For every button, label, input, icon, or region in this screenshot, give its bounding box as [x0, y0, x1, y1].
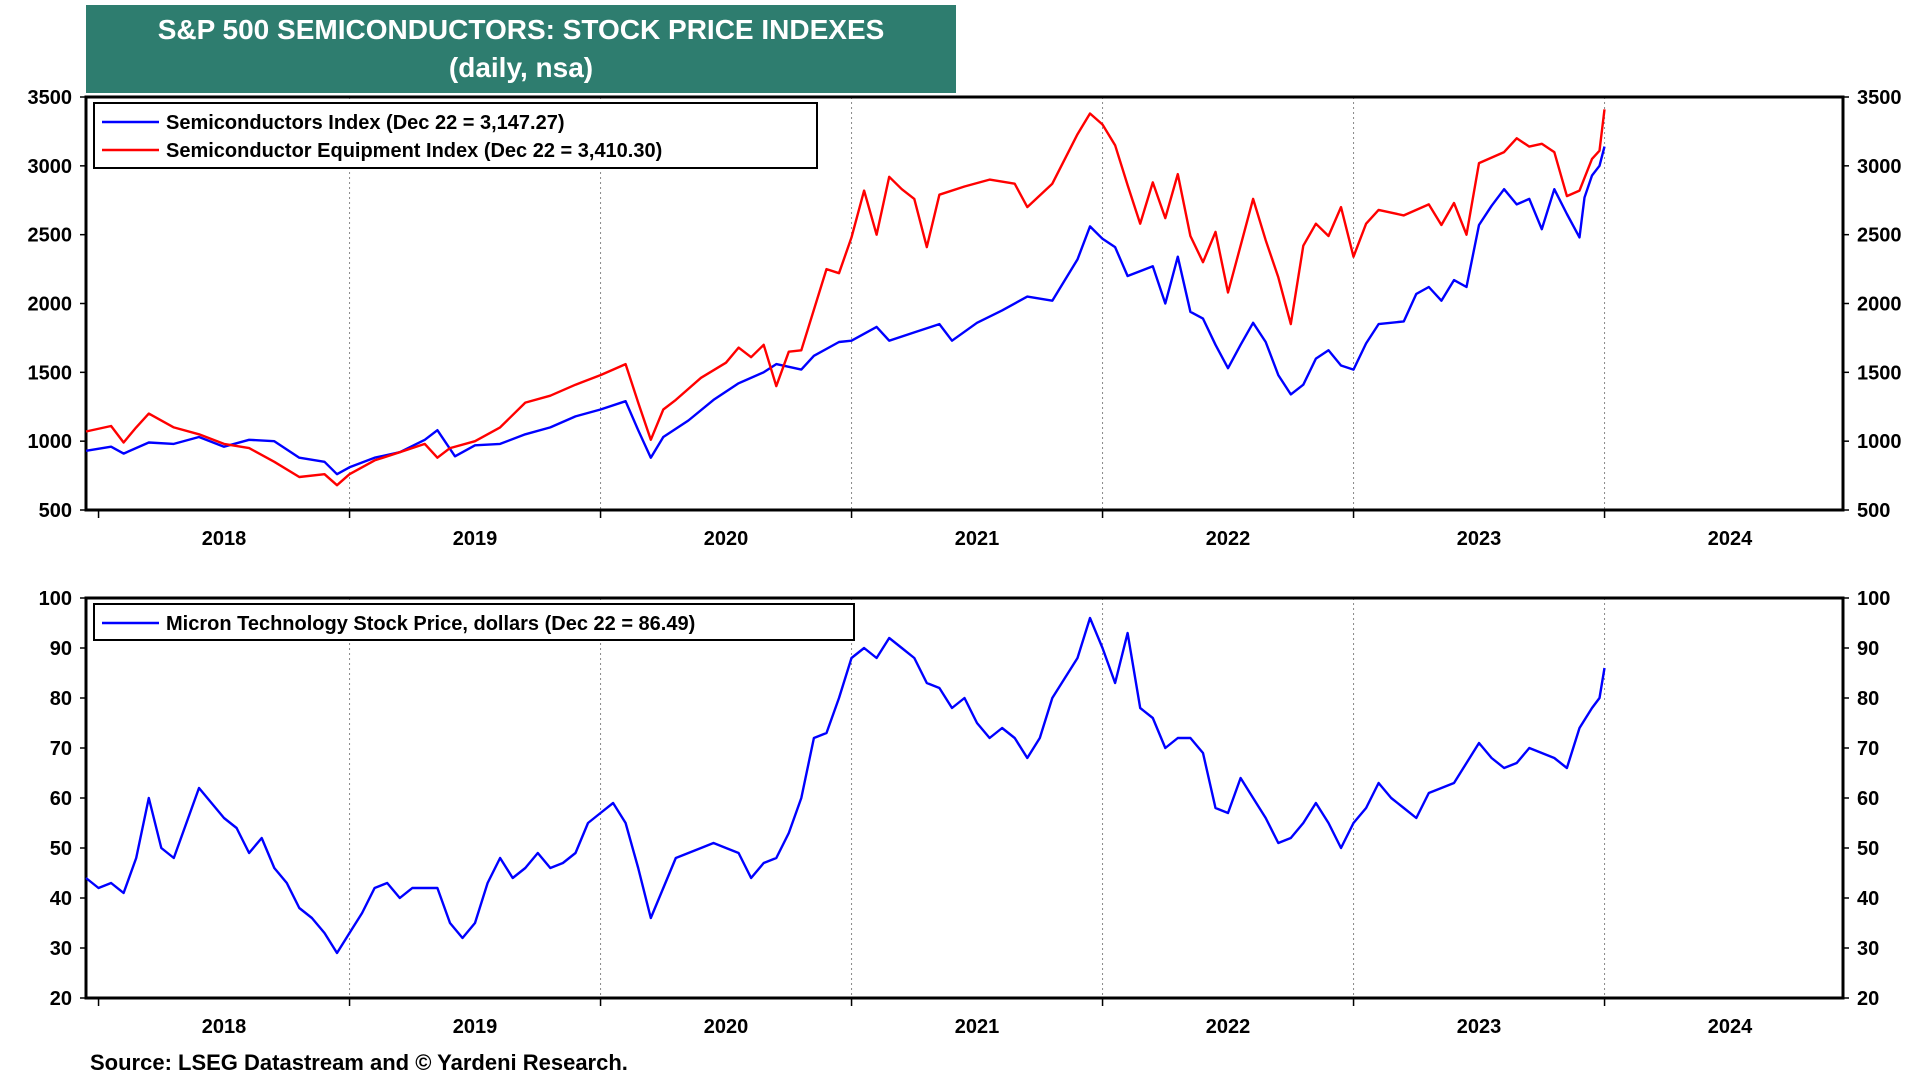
x-tick-label-2022: 2022	[1206, 1016, 1251, 1038]
x-tick-label-2020: 2020	[704, 528, 749, 550]
chart-subtitle: (daily, nsa)	[448, 52, 594, 83]
y-tick-label-right-3500: 3500	[1857, 87, 1902, 109]
y-tick-label-right-70: 70	[1857, 738, 1879, 760]
series-line-1	[85, 616, 1606, 955]
y-tick-label-right-3000: 3000	[1857, 156, 1902, 178]
y-tick-label-right-1000: 1000	[1857, 431, 1902, 453]
y-tick-label-right-30: 30	[1857, 938, 1879, 960]
x-tick-label-2018: 2018	[202, 528, 247, 550]
plot-frame	[84, 596, 1845, 1000]
chart-title: S&P 500 SEMICONDUCTORS: STOCK PRICE INDE…	[157, 14, 885, 45]
x-tick-label-2023: 2023	[1457, 528, 1502, 550]
source-note: Source: LSEG Datastream and © Yardeni Re…	[90, 1050, 628, 1075]
y-tick-label-left-2000: 2000	[28, 294, 73, 316]
y-tick-label-left-60: 60	[50, 788, 72, 810]
y-tick-label-left-3000: 3000	[28, 156, 73, 178]
y-tick-label-left-1500: 1500	[28, 362, 73, 384]
y-tick-label-left-50: 50	[50, 838, 72, 860]
x-tick-label-2022: 2022	[1206, 528, 1251, 550]
y-tick-label-right-100: 100	[1857, 588, 1890, 610]
y-tick-label-right-2500: 2500	[1857, 225, 1902, 247]
y-tick-label-left-2500: 2500	[28, 225, 73, 247]
x-tick-label-2019: 2019	[453, 528, 498, 550]
y-tick-label-right-80: 80	[1857, 688, 1879, 710]
x-tick-label-2023: 2023	[1457, 1016, 1502, 1038]
x-tick-label-2018: 2018	[202, 1016, 247, 1038]
y-tick-label-right-1500: 1500	[1857, 362, 1902, 384]
series-line-2	[85, 109, 1606, 487]
legend-box	[93, 603, 855, 641]
x-tick-label-2021: 2021	[955, 1016, 1000, 1038]
x-tick-label-2024: 2024	[1708, 1016, 1753, 1038]
y-tick-label-right-500: 500	[1857, 500, 1890, 522]
x-tick-label-2021: 2021	[955, 528, 1000, 550]
y-tick-label-left-3500: 3500	[28, 87, 73, 109]
y-tick-label-left-40: 40	[50, 888, 72, 910]
y-tick-label-right-20: 20	[1857, 988, 1879, 1010]
series-line-1	[85, 146, 1606, 476]
y-tick-label-left-80: 80	[50, 688, 72, 710]
x-tick-label-2020: 2020	[704, 1016, 749, 1038]
legend-label-2: Semiconductor Equipment Index (Dec 22 = …	[166, 140, 662, 162]
y-tick-label-right-60: 60	[1857, 788, 1879, 810]
legend-label-1: Micron Technology Stock Price, dollars (…	[166, 613, 695, 635]
y-tick-label-left-1000: 1000	[28, 431, 73, 453]
y-tick-label-left-500: 500	[39, 500, 72, 522]
x-tick-label-2019: 2019	[453, 1016, 498, 1038]
chart-panel-1: 2018 2019 2020 2021 2022 2023 2024 500 500 1000 10…	[28, 87, 1902, 550]
y-tick-label-right-2000: 2000	[1857, 294, 1902, 316]
y-tick-label-right-40: 40	[1857, 888, 1879, 910]
y-tick-label-right-50: 50	[1857, 838, 1879, 860]
legend-label-1: Semiconductors Index (Dec 22 = 3,147.27)	[166, 112, 565, 134]
legend-box	[93, 102, 818, 169]
y-tick-label-left-100: 100	[39, 588, 72, 610]
y-tick-label-left-30: 30	[50, 938, 72, 960]
plot-frame	[84, 95, 1845, 512]
y-tick-label-left-90: 90	[50, 638, 72, 660]
title-banner: S&P 500 SEMICONDUCTORS: STOCK PRICE INDE…	[86, 5, 956, 93]
y-tick-label-left-70: 70	[50, 738, 72, 760]
x-tick-label-2024: 2024	[1708, 528, 1753, 550]
y-tick-label-left-20: 20	[50, 988, 72, 1010]
y-tick-label-right-90: 90	[1857, 638, 1879, 660]
